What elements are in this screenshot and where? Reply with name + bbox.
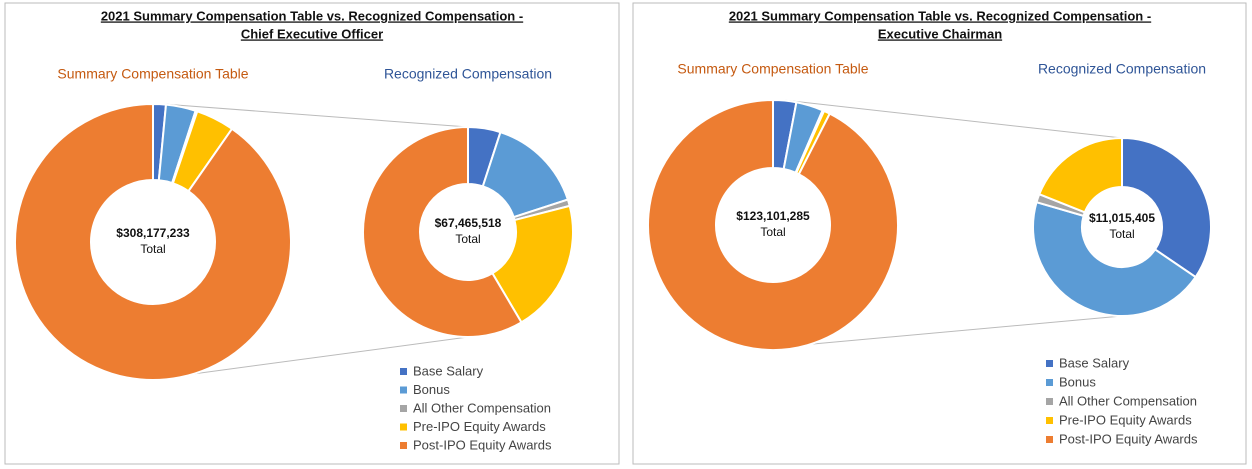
chart-title: Chief Executive Officer [241,26,383,41]
donut-total: $123,101,285 [736,209,810,223]
connector [162,103,469,128]
donut-total: $67,465,518 [435,216,502,230]
donut-slice [647,98,899,351]
legend-swatch [400,386,407,394]
legend-label: All Other Compensation [1059,393,1197,408]
donut-total: $308,177,233 [116,226,190,240]
legend-label: All Other Compensation [413,400,551,415]
legend-swatch [1046,417,1053,424]
connector [812,315,1123,345]
donut-name: Recognized Compensation [384,66,552,82]
donut-slice [1032,200,1198,317]
donut-name: Summary Compensation Table [57,66,248,82]
legend-swatch [400,405,407,412]
panel-border [632,2,1247,465]
donut-total-label: Total [455,232,480,246]
legend-label: Post-IPO Equity Awards [1059,431,1198,446]
legend-swatch [1046,436,1053,443]
donut-total-label: Total [140,242,165,256]
donut-total-label: Total [760,225,785,239]
legend-swatch [1046,398,1053,405]
legend-label: Bonus [1059,374,1096,389]
legend-label: Post-IPO Equity Awards [413,437,552,452]
donut-slice [491,204,574,324]
donut-slice [362,125,523,338]
donut-slice [1121,136,1212,279]
panel-border [4,2,620,465]
legend-label: Base Salary [413,363,484,378]
legend-swatch [400,368,407,375]
donut-name: Summary Compensation Table [677,61,868,77]
legend-label: Bonus [413,382,450,397]
legend-label: Pre-IPO Equity Awards [1059,412,1192,427]
legend-swatch [400,442,407,449]
chart-title: 2021 Summary Compensation Table vs. Reco… [729,8,1151,23]
legend-swatch [400,423,407,431]
donut-name: Recognized Compensation [1038,61,1206,77]
legend-swatch [1046,360,1053,367]
donut-total: $11,015,405 [1089,211,1155,225]
connector [192,336,469,375]
chart-title: Executive Chairman [878,26,1002,41]
legend-swatch [1046,379,1053,386]
connector [782,99,1123,139]
legend-label: Pre-IPO Equity Awards [413,419,546,434]
chart-title: 2021 Summary Compensation Table vs. Reco… [101,8,523,23]
legend-label: Base Salary [1059,355,1130,370]
donut-total-label: Total [1109,227,1134,241]
donut-slice [14,102,292,381]
